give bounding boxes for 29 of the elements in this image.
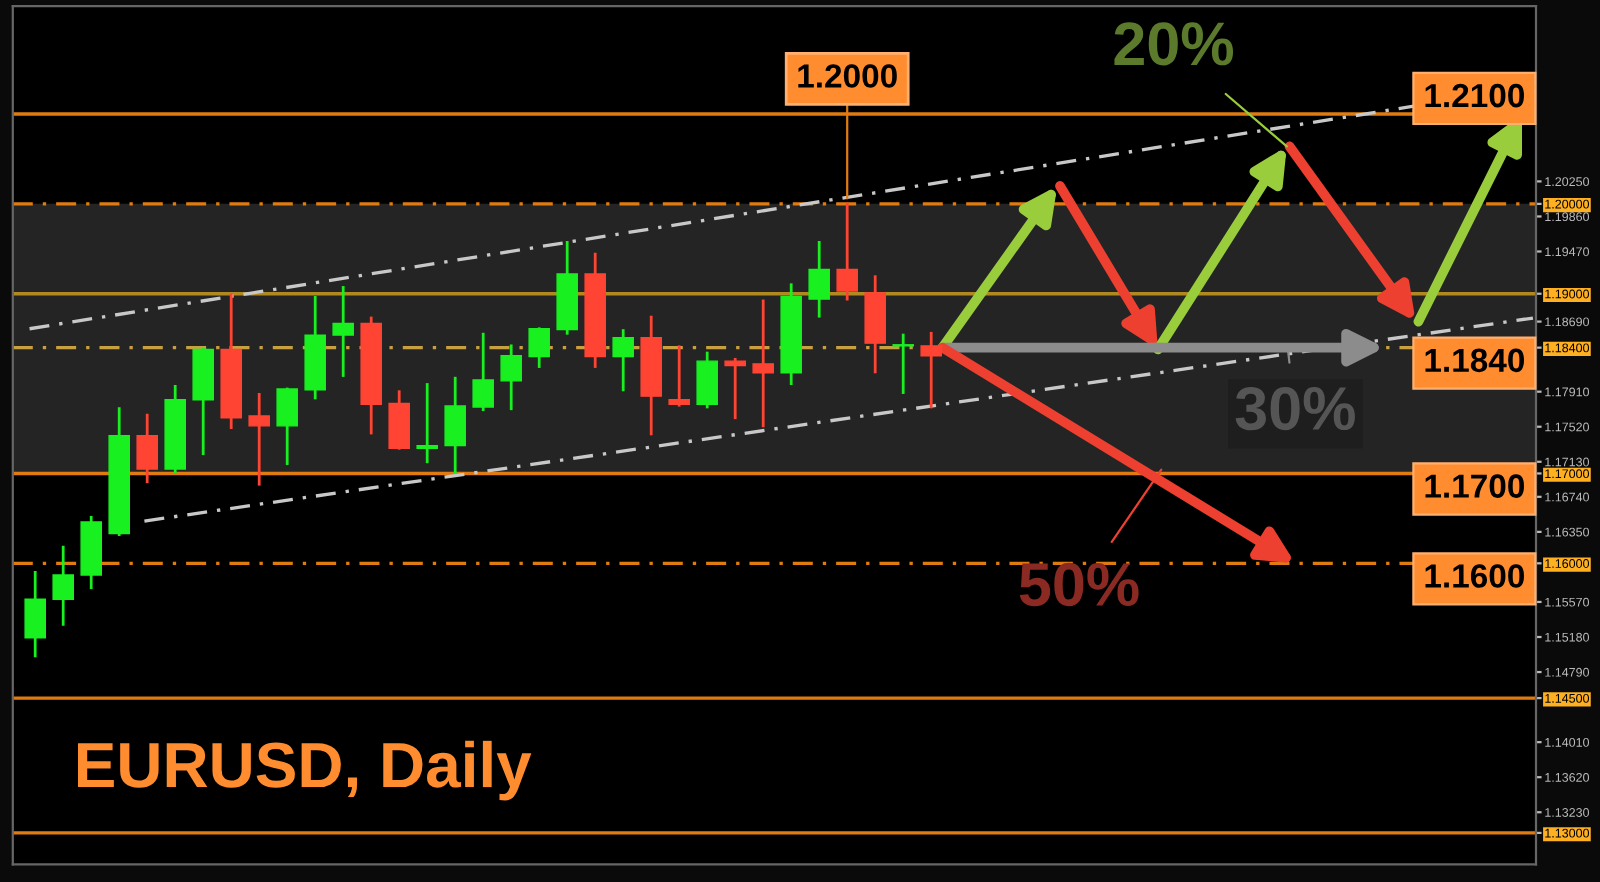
candlestick <box>136 413 158 483</box>
candlestick <box>472 332 494 412</box>
candlestick <box>892 333 914 394</box>
ref-line-label: 1.1700 <box>1425 474 1524 498</box>
text: EURUSD, Daily <box>78 740 532 801</box>
annotation: 20% <box>1114 22 1234 66</box>
candlestick <box>248 392 270 486</box>
candlestick <box>668 345 690 407</box>
candlestick <box>528 327 550 368</box>
candlestick <box>276 387 298 465</box>
candlestick <box>696 351 718 409</box>
annotation: 50% <box>1019 562 1139 607</box>
candlestick <box>416 383 438 464</box>
ref-line-label: 1.1840 <box>1425 348 1524 373</box>
candlestick <box>836 202 858 301</box>
candlestick <box>752 299 774 428</box>
annotation: 1.2000 <box>798 64 897 88</box>
candlestick <box>444 376 466 474</box>
candlestick <box>808 241 830 318</box>
candlestick <box>24 570 46 658</box>
candlestick <box>920 331 942 409</box>
candlestick <box>388 390 410 450</box>
candlestick <box>724 357 746 420</box>
candlestick <box>612 329 634 392</box>
candlestick <box>500 344 522 411</box>
candlestick <box>52 545 74 626</box>
ref-line-label: 1.2100 <box>1425 83 1524 108</box>
ref-line-label: 1.1600 <box>1425 564 1524 588</box>
candlestick <box>332 286 354 377</box>
